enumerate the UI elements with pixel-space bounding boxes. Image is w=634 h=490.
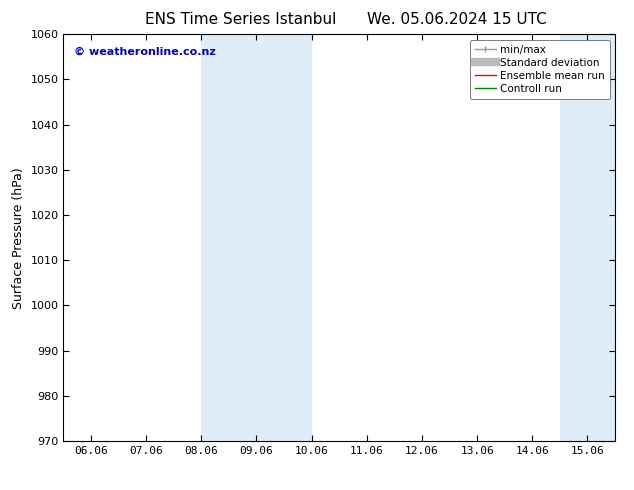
Text: We. 05.06.2024 15 UTC: We. 05.06.2024 15 UTC — [366, 12, 547, 27]
Text: © weatheronline.co.nz: © weatheronline.co.nz — [74, 47, 216, 56]
Bar — [202, 34, 312, 441]
Text: ENS Time Series Istanbul: ENS Time Series Istanbul — [145, 12, 337, 27]
Bar — [560, 34, 615, 441]
Legend: min/max, Standard deviation, Ensemble mean run, Controll run: min/max, Standard deviation, Ensemble me… — [470, 40, 610, 99]
Y-axis label: Surface Pressure (hPa): Surface Pressure (hPa) — [12, 167, 25, 309]
